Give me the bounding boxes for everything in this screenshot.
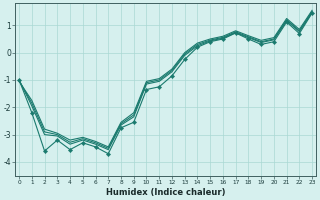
X-axis label: Humidex (Indice chaleur): Humidex (Indice chaleur) (106, 188, 225, 197)
